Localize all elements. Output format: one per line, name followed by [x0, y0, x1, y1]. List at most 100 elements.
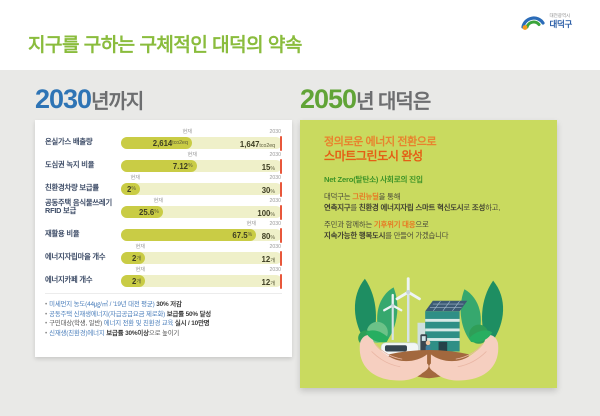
kpi-bar: 현재 2030 2,614 tco2eq 1,647tco2eq — [121, 129, 282, 151]
current-value: 2,614 — [152, 138, 173, 148]
text-segment: 보급률 30%이상 — [106, 329, 149, 337]
list-item: • 구민대상(학생, 일반) 에너지 전환 및 친환경 교육 실시 / 10만명 — [45, 319, 282, 329]
kpi-bar: 현재 2030 2 개 12개 — [121, 267, 282, 289]
kpi-row-label: 도심권 녹지 비율 — [45, 160, 95, 170]
target-value: 100% — [257, 203, 275, 221]
page-title: 지구를 구하는 구체적인 대덕의 약속 — [28, 35, 302, 56]
logo-arc-icon — [521, 16, 546, 30]
hands-eco-city-illustration — [354, 277, 503, 381]
target-tick — [279, 135, 282, 151]
kpi-bar: 현재 2030 2 개 12개 — [121, 244, 282, 267]
logo-text: 대전광역시 대덕구 — [549, 13, 572, 29]
bullet-dot: • — [45, 301, 48, 308]
daedeok-logo: 대전광역시 대덕구 — [520, 11, 572, 31]
logo-district-label: 대덕구 — [549, 18, 572, 29]
bar-current-fill: 67.5% — [121, 229, 257, 241]
kpi-row: 재활용 비율 현재 2030 67.5% 80% — [45, 221, 282, 244]
text-segment: 을 통해 — [378, 192, 401, 201]
kpi-row: 에너지카페 개수 현재 2030 2 개 12개 — [45, 267, 282, 289]
target-column-label: 2030 — [269, 244, 281, 250]
vision-headline-line2: 스마트그린도시 완성 — [324, 149, 423, 163]
vision-headline-line1: 정의로운 에너지 전환으로 — [324, 136, 437, 148]
target-value: 30% — [262, 180, 275, 198]
kpi-row-label: 재활용 비율 — [45, 229, 80, 239]
target-tick — [279, 158, 282, 174]
target-number: 12 — [261, 255, 271, 264]
current-unit: 개 — [136, 255, 142, 262]
target-tick — [279, 273, 282, 289]
target-number: 100 — [257, 209, 271, 218]
current-column-label: 현재 — [153, 198, 163, 204]
target-value: 80% — [262, 226, 275, 244]
vision-paragraph-1: 대덕구는 그린뉴딜을 통해 연축지구를 친환경 에너지자립 스마트 혁신도시로 조… — [324, 192, 541, 213]
target-value: 15% — [262, 157, 275, 175]
target-column-label: 2030 — [269, 267, 281, 273]
text-segment: 를 만들어 가겠습니다 — [385, 230, 449, 240]
target-unit: 개 — [270, 281, 275, 287]
target-number: 30 — [261, 186, 271, 195]
text-segment: 대덕구는 — [324, 192, 353, 201]
current-value: 2 — [132, 253, 137, 263]
target-number: 80 — [261, 232, 271, 241]
kpi-row: 친환경차량 보급률 현재 2030 2% 30% — [45, 175, 282, 198]
kpi-card: 온실가스 배출량 현재 2030 2,614 tco2eq 1,647tco2eq 도심권 … — [35, 120, 292, 357]
kpi-row-label: 온실가스 배출량 — [45, 137, 93, 147]
kpi-row-label: 에너지카페 개수 — [45, 275, 93, 285]
target-unit: tco2eq — [259, 143, 275, 149]
wind-turbine-icon — [395, 277, 421, 342]
text-segment: 로 — [463, 202, 472, 212]
kpi-rows: 온실가스 배출량 현재 2030 2,614 tco2eq 1,647tco2eq 도심권 … — [45, 129, 282, 289]
target-tick — [279, 204, 282, 220]
paragraph-line: 주민과 함께하는 기후위기 대응으로 — [324, 220, 541, 231]
paragraph-line: 지속가능한 행복도시를 만들어 가겠습니다 — [324, 231, 541, 242]
target-value: 12개 — [262, 249, 275, 267]
right-panel-heading: 2050년 대덕은 — [300, 84, 431, 115]
eco-building — [417, 300, 467, 352]
kpi-bar: 현재 2030 7.12% 15% — [121, 152, 282, 175]
text-segment: 실시 / 10만명 — [174, 320, 210, 328]
vision-paragraph-2: 주민과 함께하는 기후위기 대응으로 지속가능한 행복도시를 만들어 가겠습니다 — [324, 220, 541, 241]
kpi-bar: 현재 2030 2% 30% — [121, 175, 282, 198]
current-unit: % — [188, 163, 193, 169]
target-number: 15 — [261, 163, 271, 172]
netzero-subhead: Net Zero(탈탄소) 사회로의 진입 — [324, 175, 423, 184]
kpi-row-label: 친환경차량 보급률 — [45, 183, 99, 193]
text-segment: 그린뉴딜 — [352, 192, 379, 201]
list-item: • 미세먼지 농도(44㎍/㎥ / '19년 대전 평균) 30% 저감 — [45, 300, 282, 310]
list-item: • 신재생(친환경)에너지 보급률 30%이상으로 높이기 — [45, 329, 282, 339]
text-segment: 주민과 함께하는 — [324, 220, 374, 229]
kpi-row-label: 에너지자립마을 개수 — [45, 252, 106, 262]
current-unit: % — [154, 209, 159, 215]
bar-track: 7.12% 15% — [121, 157, 282, 175]
current-unit: % — [131, 186, 136, 192]
vision-card: 정의로운 에너지 전환으로 스마트그린도시 완성 Net Zero(탈탄소) 사… — [300, 120, 557, 388]
bar-current-fill: 2% — [121, 183, 140, 195]
header-band: 지구를 구하는 구체적인 대덕의 약속 대전광역시 대덕구 — [0, 0, 600, 70]
right-heading-suffix: 년 대덕은 — [356, 91, 431, 113]
target-unit: % — [270, 166, 275, 172]
kpi-row-label: 공동주택 음식물쓰레기 RFID 보급 — [45, 197, 112, 216]
text-segment: 친환경 에너지자립 스마트 혁신도시 — [358, 202, 464, 212]
current-unit: tco2eq — [172, 140, 188, 146]
kpi-bar: 현재 2030 25.6% 100% — [121, 198, 282, 221]
current-column-label: 현재 — [182, 129, 192, 135]
target-unit: 개 — [270, 258, 275, 264]
target-unit: % — [270, 235, 275, 241]
target-column-label: 2030 — [269, 221, 281, 227]
current-column-label: 현재 — [187, 152, 197, 158]
current-column-label: 현재 — [135, 267, 145, 273]
bullet-dot: • — [45, 310, 48, 318]
current-unit: 개 — [136, 278, 142, 285]
current-column-label: 현재 — [135, 244, 145, 250]
logo-city-label: 대전광역시 — [549, 13, 571, 18]
bullet-dot: • — [45, 320, 48, 328]
text-segment: 하고, — [485, 202, 501, 212]
current-value: 2 — [132, 276, 137, 286]
target-column-label: 2030 — [269, 175, 281, 181]
ev-charger-screen — [421, 336, 426, 341]
text-segment: 구민대상(학생, 일반) — [49, 320, 104, 328]
list-item: • 공동주택 신재생에너지(자급공급요금 제로화) 보급률 50% 달성 — [45, 310, 282, 320]
kpi-bar: 현재 2030 67.5% 80% — [121, 221, 282, 244]
text-segment: 기후위기 대응 — [373, 220, 416, 229]
kpi-row: 공동주택 음식물쓰레기 RFID 보급 현재 2030 25.6% 100% — [45, 197, 282, 221]
